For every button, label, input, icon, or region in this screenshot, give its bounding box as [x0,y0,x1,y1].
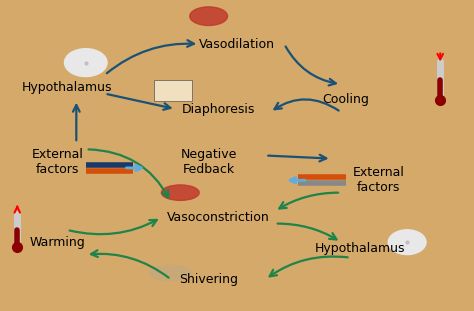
Text: Vasodilation: Vasodilation [199,38,275,51]
Text: Warming: Warming [29,236,85,249]
Text: External
factors: External factors [353,166,405,194]
Text: Cooling: Cooling [322,93,369,106]
Text: Vasoconstriction: Vasoconstriction [167,211,270,224]
Circle shape [388,230,426,255]
Ellipse shape [190,7,228,26]
Ellipse shape [150,265,192,281]
Text: Shivering: Shivering [179,273,238,286]
Circle shape [64,49,107,77]
Text: External
factors: External factors [31,148,83,176]
Ellipse shape [161,185,199,200]
Text: Hypothalamus: Hypothalamus [22,81,112,94]
Text: Diaphoresis: Diaphoresis [182,103,255,116]
FancyBboxPatch shape [155,80,192,101]
Text: Hypothalamus: Hypothalamus [315,242,405,255]
Text: Negative
Fedback: Negative Fedback [181,148,237,176]
